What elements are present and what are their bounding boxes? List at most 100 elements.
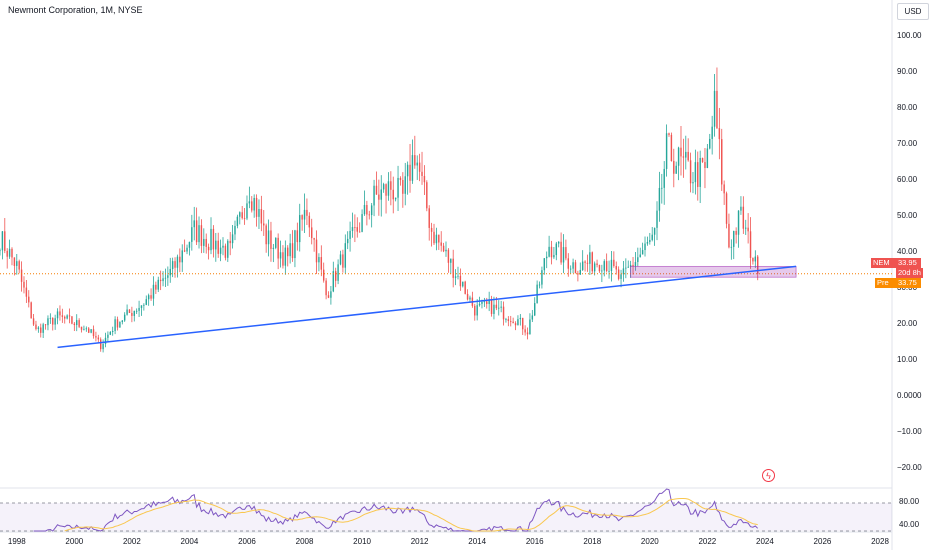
candle-body (140, 305, 143, 308)
price-tick-label: 60.00 (897, 175, 918, 184)
candle-body (104, 337, 107, 344)
candle-body (258, 209, 260, 217)
time-tick-label: 2016 (525, 537, 544, 546)
rsi-pane (0, 488, 892, 532)
candle-body (481, 301, 483, 304)
candle-body (392, 189, 394, 200)
candle-body (706, 148, 709, 168)
time-tick-label: 2002 (122, 537, 141, 546)
candles-group (0, 67, 759, 353)
candle-body (373, 185, 375, 206)
candle-body (159, 279, 162, 282)
candle-body (677, 147, 680, 166)
support-zone[interactable] (630, 265, 797, 278)
candle-body (450, 258, 452, 263)
candle-body (646, 242, 649, 244)
premarket-price-tag: Pre 33.75 (875, 278, 921, 288)
candle-body (327, 295, 330, 298)
candle-body (740, 206, 742, 211)
candle-body (147, 295, 150, 300)
candle-body (13, 257, 16, 266)
candle-body (510, 320, 512, 322)
time-tick-label: 2006 (238, 537, 256, 546)
candle-body (536, 284, 538, 304)
trendline[interactable] (57, 265, 797, 349)
candle-body (581, 261, 584, 270)
candle-body (85, 328, 88, 330)
candle-body (227, 240, 229, 258)
time-tick-label: 1998 (7, 537, 26, 546)
candle-body (88, 328, 90, 333)
rsi-band (0, 503, 892, 531)
candle-body (466, 293, 469, 300)
rsi-line (33, 488, 759, 532)
candle-body (164, 277, 167, 279)
candle-body (306, 209, 308, 216)
candle-body (414, 155, 416, 166)
candle-body (613, 259, 615, 267)
candle-body (593, 263, 596, 272)
candle-body (40, 327, 42, 333)
candle-body (519, 317, 522, 320)
candle-body (598, 265, 601, 272)
rsi-ma-line (64, 498, 758, 532)
candle-body (402, 180, 404, 194)
candle-body (457, 275, 459, 277)
price-tick-label: 0.0000 (897, 391, 922, 400)
candle-body (361, 214, 363, 232)
candle-body (723, 184, 725, 194)
time-tick-label: 2000 (65, 537, 84, 546)
candle-body (728, 223, 730, 248)
candle-body (632, 264, 634, 267)
candle-body (18, 261, 20, 270)
candle-body (47, 318, 49, 326)
price-tick-label: 90.00 (897, 67, 918, 76)
candle-body (488, 299, 490, 305)
candle-body (265, 225, 267, 245)
candle-body (296, 230, 299, 243)
candle-body (716, 90, 718, 129)
candle-body (701, 157, 704, 163)
candle-body (390, 181, 392, 190)
candle-body (658, 187, 661, 211)
candle-body (11, 248, 13, 258)
candle-body (404, 176, 406, 194)
candle-body (195, 220, 198, 243)
candle-body (653, 227, 656, 235)
candle-body (382, 184, 385, 190)
candle-body (665, 133, 668, 169)
currency-button[interactable]: USD (897, 3, 929, 20)
candle-body (529, 319, 531, 335)
candle-body (263, 223, 265, 226)
candle-body (673, 160, 675, 174)
candle-body (128, 309, 131, 314)
candle-body (675, 165, 677, 174)
candle-body (205, 238, 207, 247)
candle-body (145, 299, 147, 305)
candle-body (433, 231, 435, 244)
candle-body (229, 240, 231, 244)
price-tick-label: 50.00 (897, 211, 918, 220)
candle-body (56, 311, 59, 319)
candle-body (318, 257, 320, 263)
candle-body (584, 261, 586, 263)
time-tick-label: 2008 (295, 537, 314, 546)
candle-body (749, 231, 752, 258)
lightning-icon[interactable]: ϟ (762, 469, 775, 482)
candle-body (586, 262, 589, 264)
candle-body (725, 193, 728, 224)
candle-body (32, 318, 35, 325)
candle-body (721, 139, 723, 185)
candle-body (603, 261, 605, 271)
candle-body (174, 261, 176, 268)
candle-body (253, 197, 255, 211)
candle-body (634, 262, 637, 267)
candle-body (385, 184, 387, 196)
time-tick-label: 2014 (468, 537, 487, 546)
candle-body (622, 268, 625, 275)
candle-body (637, 257, 639, 263)
candle-body (97, 337, 100, 340)
candle-body (514, 323, 517, 326)
candle-body (661, 187, 663, 189)
